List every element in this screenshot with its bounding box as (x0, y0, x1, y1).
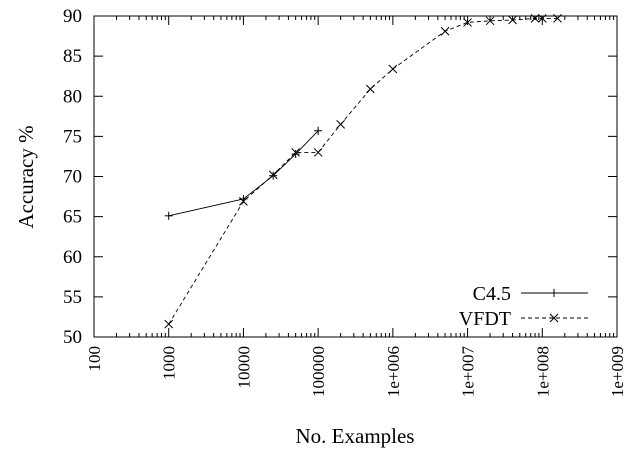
y-tick-label: 55 (63, 287, 82, 308)
data-point (463, 18, 472, 27)
x-tick-label: 10000 (234, 346, 253, 389)
legend-label: VFDT (459, 308, 511, 330)
y-tick-label: 80 (63, 86, 82, 107)
x-tick-label: 1e+009 (608, 346, 625, 397)
data-point (291, 148, 301, 157)
data-point (530, 14, 540, 23)
y-tick-label: 60 (63, 247, 82, 268)
point-marker-d2 (313, 148, 323, 157)
plot-frame (93, 15, 618, 338)
y-tick-label: 90 (63, 6, 82, 27)
point-marker-d2 (164, 319, 174, 329)
data-point (268, 170, 278, 180)
point-marker-d2 (268, 170, 278, 180)
data-point (239, 197, 248, 206)
series-c4-5 (164, 126, 323, 220)
legend-item: VFDT (459, 308, 588, 330)
series-vfdt (164, 14, 562, 329)
point-marker-d2 (549, 313, 559, 323)
series-line (168, 130, 319, 217)
legend-item: C4.5 (473, 283, 588, 305)
x-tick-label: 100000 (309, 346, 328, 397)
x-tick-label: 1000 (160, 346, 179, 380)
legend: C4.5 VFDT (459, 283, 588, 330)
point-marker-d2 (366, 84, 375, 94)
data-point (508, 15, 517, 25)
point-marker-d2 (553, 14, 562, 23)
point-marker-d2 (530, 14, 540, 23)
data-point (388, 64, 398, 74)
series-line (168, 17, 558, 325)
point-marker-d2 (485, 16, 495, 26)
x-tick-label: 1e+006 (384, 346, 403, 397)
series-layer (164, 14, 562, 329)
data-point (164, 319, 174, 329)
point-marker-d2 (463, 18, 472, 27)
plot-border (93, 15, 618, 338)
x-tick-label: 1e+007 (459, 346, 478, 398)
y-tick-label: 50 (63, 327, 82, 348)
legend-label: C4.5 (473, 283, 511, 305)
data-point (440, 26, 450, 36)
point-marker-d2 (291, 148, 301, 157)
data-point (313, 148, 323, 157)
point-marker-d2 (336, 119, 345, 129)
data-point (485, 16, 495, 26)
data-point (269, 171, 278, 180)
y-tick-label: 70 (63, 167, 82, 188)
point-marker-d2 (537, 14, 547, 23)
x-tick-label: 1e+008 (533, 346, 552, 397)
x-axis-ticks: 100 1000 10000 100000 1e+006 1e+007 1e+008 1e+0… (85, 16, 625, 397)
data-point (336, 119, 345, 129)
x-tick-label: 100 (85, 346, 104, 372)
y-tick-label: 65 (63, 207, 82, 228)
y-tick-label: 75 (63, 126, 82, 147)
data-point (164, 211, 173, 220)
y-axis-ticks: 50 55 60 65 70 75 80 85 90 (63, 6, 617, 348)
point-marker-d2 (508, 15, 517, 25)
data-point (291, 150, 300, 159)
data-point (366, 84, 375, 94)
data-point (553, 14, 562, 23)
point-marker-d2 (440, 26, 450, 36)
x-axis-title: No. Examples (296, 424, 415, 448)
y-axis-title: Accuracy % (14, 125, 38, 228)
point-marker-d2 (388, 64, 398, 74)
y-tick-label: 85 (63, 46, 82, 67)
data-point (537, 14, 547, 23)
point-marker-d2 (239, 197, 248, 206)
data-point (314, 126, 323, 135)
